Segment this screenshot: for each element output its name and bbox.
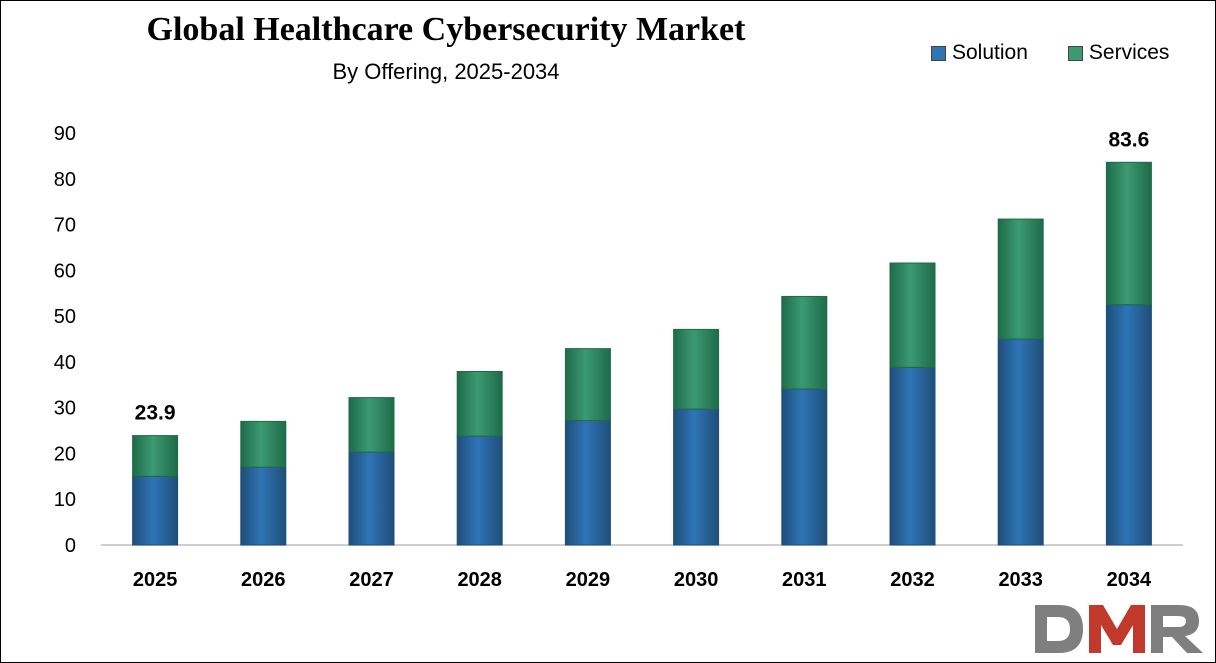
bar-services-2026 (240, 420, 287, 468)
y-tick-label: 70 (54, 215, 76, 237)
y-tick-label: 90 (54, 123, 76, 145)
logo-letter-m (1089, 605, 1145, 653)
bar-services-2030 (673, 328, 720, 410)
x-tick-label-2030: 2030 (674, 569, 719, 591)
x-tick-label-2028: 2028 (457, 569, 502, 591)
x-tick-label-2026: 2026 (241, 569, 286, 591)
x-tick-label-2033: 2033 (998, 569, 1043, 591)
y-tick-label: 60 (54, 260, 76, 282)
bar-solution-2030 (673, 408, 720, 546)
logo-letter-r (1151, 605, 1203, 653)
legend-swatch-services (1067, 45, 1083, 61)
dmr-logo (1035, 605, 1203, 653)
bar-solution-2028 (456, 435, 503, 546)
bar-solution-2032 (889, 366, 936, 546)
bar-services-2031 (781, 295, 828, 390)
logo-letter-d (1035, 605, 1083, 653)
bar-solution-2031 (781, 388, 828, 546)
x-tick-label-2032: 2032 (890, 569, 935, 591)
bar-services-2025 (132, 435, 179, 477)
bar-solution-2025 (132, 475, 179, 546)
y-tick-label: 40 (54, 352, 76, 374)
bar-services-2027 (348, 397, 395, 453)
bar-services-2033 (997, 218, 1044, 340)
bar-solution-2026 (240, 466, 287, 546)
x-tick-label-2031: 2031 (782, 569, 827, 591)
x-tick-label-2025: 2025 (133, 569, 178, 591)
y-tick-label: 80 (54, 169, 76, 191)
bar-solution-2033 (997, 338, 1044, 546)
legend-swatch-solution (931, 45, 946, 61)
bar-solution-2027 (348, 451, 395, 546)
chart-title: Global Healthcare Cybersecurity Market (146, 11, 746, 48)
legend: Solution Services (931, 41, 1169, 65)
x-tick-label-2034: 2034 (1107, 569, 1152, 591)
legend-label-solution: Solution (952, 41, 1028, 64)
y-tick-label: 10 (54, 489, 76, 511)
data-label-2034: 83.6 (1108, 128, 1149, 151)
x-tick-label-2029: 2029 (566, 569, 611, 591)
bar-services-2034 (1105, 161, 1152, 306)
bar-solution-2034 (1105, 304, 1152, 546)
bar-services-2032 (889, 262, 936, 368)
y-tick-label: 20 (54, 443, 76, 465)
y-tick-label: 0 (65, 535, 76, 557)
bar-services-2028 (456, 371, 503, 437)
legend-label-services: Services (1088, 41, 1170, 64)
x-tick-label-2027: 2027 (349, 569, 394, 591)
legend-item-solution: Solution (931, 41, 1028, 65)
chart-subtitle: By Offering, 2025-2034 (332, 59, 560, 84)
bar-solution-2029 (564, 419, 611, 546)
y-tick-label: 30 (54, 398, 76, 420)
bar-services-2029 (564, 348, 611, 421)
data-label-2025: 23.9 (135, 402, 176, 425)
legend-item-services: Services (1067, 41, 1170, 65)
y-tick-label: 50 (54, 306, 76, 328)
